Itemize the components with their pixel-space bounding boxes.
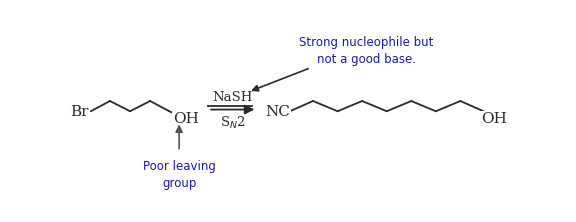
Text: Poor leaving
group: Poor leaving group: [143, 160, 215, 190]
Text: OH: OH: [481, 112, 507, 126]
Text: NC: NC: [265, 105, 290, 119]
Text: OH: OH: [173, 112, 199, 126]
Text: NaSH: NaSH: [213, 91, 253, 104]
Text: S$_N$2: S$_N$2: [220, 115, 245, 131]
Text: Strong nucleophile but
not a good base.: Strong nucleophile but not a good base.: [300, 36, 434, 65]
Text: Br: Br: [70, 105, 89, 119]
